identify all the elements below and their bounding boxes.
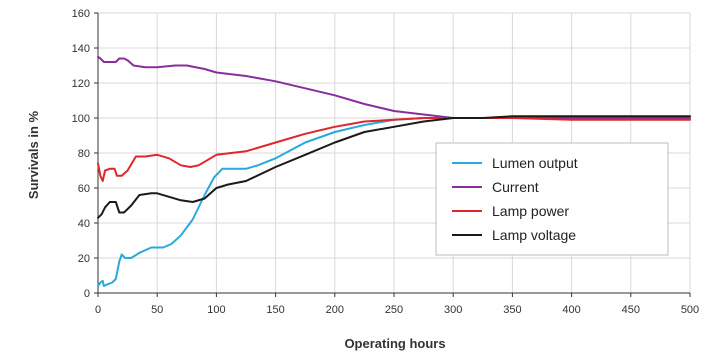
- x-tick-label: 150: [266, 304, 284, 316]
- x-tick-label: 400: [562, 304, 580, 316]
- series-line-3: [97, 117, 691, 182]
- x-tick-label: 450: [622, 304, 640, 316]
- x-tick-label: 500: [681, 304, 699, 316]
- x-tick-labels: 0 50 100 150 200 250 300 350 400 450 500: [95, 304, 699, 316]
- x-tick-label: 0: [95, 304, 101, 316]
- y-tick-labels: 0 20 40 60 80 100 120 140 160: [72, 8, 90, 300]
- legend-label: Lamp power: [492, 203, 569, 219]
- y-tick-label: 40: [78, 218, 90, 230]
- x-tick-label: 50: [151, 304, 163, 316]
- y-tick-label: 100: [72, 113, 90, 125]
- series-lines: [97, 55, 691, 287]
- x-tick-label: 300: [444, 304, 462, 316]
- axes: [94, 12, 691, 297]
- legend-label: Lamp voltage: [492, 227, 576, 243]
- legend-box: [435, 142, 669, 256]
- x-tick-label: 100: [207, 304, 225, 316]
- y-tick-label: 0: [84, 288, 90, 300]
- y-tick-label: 160: [72, 8, 90, 20]
- y-axis-title: Survivals in %: [26, 110, 41, 199]
- x-tick-label: 250: [385, 304, 403, 316]
- x-tick-label: 200: [326, 304, 344, 316]
- y-tick-label: 60: [78, 183, 90, 195]
- x-tick-label: 350: [503, 304, 521, 316]
- x-axis-title: Operating hours: [344, 336, 445, 351]
- legend: Lumen output Current Lamp power Lamp voltag…: [435, 142, 669, 256]
- series-line-4: [97, 115, 691, 219]
- legend-label: Lumen output: [492, 155, 578, 171]
- y-tick-label: 120: [72, 78, 90, 90]
- legend-label: Current: [492, 179, 539, 195]
- series-line-2: [97, 55, 691, 119]
- y-tick-label: 20: [78, 253, 90, 265]
- y-tick-label: 80: [78, 148, 90, 160]
- y-tick-label: 140: [72, 43, 90, 55]
